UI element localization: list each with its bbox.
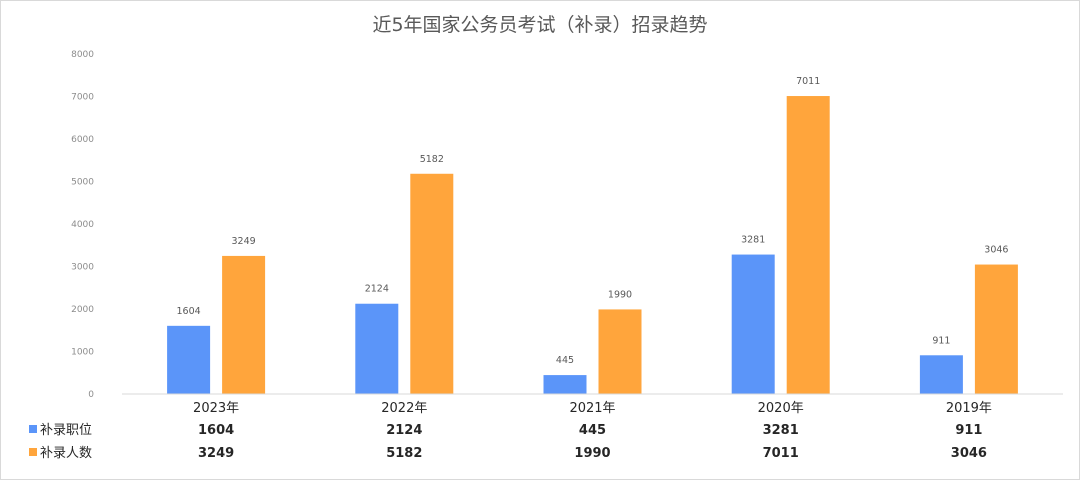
y-tick-label: 1000 [71,348,94,358]
x-category-label: 2019年 [946,401,992,416]
table-cell: 5182 [386,446,422,461]
table-cell: 3046 [951,446,987,461]
data-label: 911 [932,335,950,346]
x-axis: 2023年 2022年 2021年 2020年 2019年 [193,401,992,416]
table-cell: 2124 [386,423,422,438]
table-cell: 3281 [763,423,799,438]
data-label: 1990 [608,289,632,300]
bar-positions [355,303,399,394]
legend-swatch [29,448,37,456]
table-cell: 3249 [198,446,234,461]
bar-recruits [974,264,1018,394]
x-category-label: 2023年 [193,401,239,416]
table-cell: 445 [579,423,606,438]
data-label: 445 [556,355,574,366]
data-label: 2124 [365,284,389,295]
table-cell: 1990 [574,446,610,461]
bar-recruits [598,309,642,394]
y-tick-label: 8000 [71,50,94,60]
bar-positions [543,375,587,394]
table-cell: 7011 [763,446,799,461]
data-label: 3281 [741,235,765,246]
bar-recruits [786,96,830,394]
x-category-label: 2020年 [758,401,804,416]
data-label: 7011 [796,76,820,87]
legend-label: 补录职位 [40,423,92,438]
bar-recruits [222,255,266,394]
table-cell: 1604 [198,423,234,438]
x-category-label: 2022年 [381,401,427,416]
data-table: 补录职位 1604 2124 445 3281 911 补录人数 3249 5182 1990 70… [29,423,987,461]
y-tick-label: 7000 [71,93,94,103]
chart-title: 近5年国家公务员考试（补录）招录趋势 [372,14,707,36]
y-tick-label: 3000 [71,263,94,273]
legend-label: 补录人数 [40,446,92,461]
data-label: 5182 [420,154,444,165]
y-tick-label: 4000 [71,220,94,230]
data-label: 1604 [177,306,201,317]
bars [167,96,1018,394]
data-label: 3249 [232,236,256,247]
bar-positions [167,325,211,394]
bar-positions [919,355,963,394]
y-tick-label: 0 [88,390,94,400]
y-tick-label: 6000 [71,135,94,145]
table-cell: 911 [955,423,982,438]
data-labels: 1604 3249 2124 5182 445 1990 3281 7011 911 3046 [177,76,1009,366]
bar-positions [731,254,775,394]
y-tick-label: 2000 [71,305,94,315]
data-label: 3046 [984,245,1008,256]
x-category-label: 2021年 [569,401,615,416]
y-tick-label: 5000 [71,178,94,188]
y-axis: 0 1000 2000 3000 4000 5000 6000 7000 8000 [71,50,94,400]
legend-swatch [29,425,37,433]
bar-recruits [410,173,454,394]
